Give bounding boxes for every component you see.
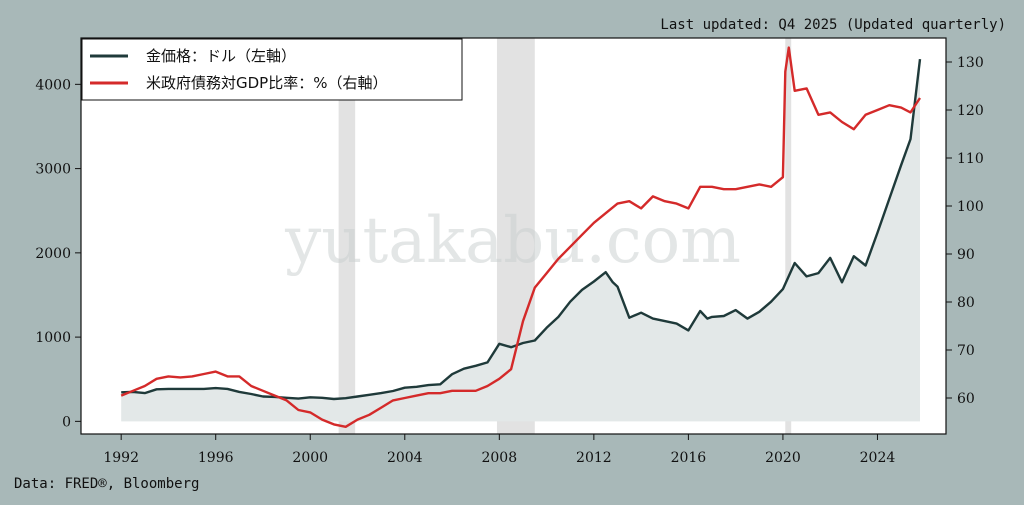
legend: 金価格：ドル（左軸） 米政府債務対GDP比率：%（右軸） [81,38,463,101]
x-tick-label: 2000 [292,450,328,466]
left-tick-label: 2000 [35,246,71,262]
last-updated-label: Last updated: Q4 2025 (Updated quarterly… [660,17,1006,33]
right-tick-label: 110 [957,151,984,167]
x-tick-label: 2004 [387,450,423,466]
x-tick-label: 1992 [103,450,139,466]
right-tick-label: 90 [957,247,975,263]
right-tick-label: 120 [957,103,984,119]
gold-price-line [121,58,922,401]
right-tick-label: 70 [957,343,975,359]
data-source-label: Data: FRED®, Bloomberg [14,476,199,492]
right-tick-label: 130 [957,55,984,71]
recession-band [785,38,792,434]
debt-ratio-line [120,46,922,428]
plot-frame [80,37,947,435]
recession-band [338,38,356,434]
x-tick-label: 2020 [765,450,801,466]
legend-box [81,38,463,101]
right-y-axis: 60 70 80 90 100 110 120 130 [946,55,984,407]
right-tick-label: 80 [957,295,975,311]
gold-area-fill [121,59,921,422]
x-tick-label: 1996 [198,450,234,466]
watermark: yutakabu.com [284,204,741,278]
right-tick-label: 60 [957,391,975,407]
series-layer [120,46,922,428]
x-tick-label: 2024 [860,450,896,466]
left-tick-label: 4000 [35,77,71,93]
x-tick-label: 2012 [576,450,612,466]
right-tick-label: 100 [957,199,984,215]
left-tick-label: 0 [62,414,71,430]
left-y-axis: 0 1000 2000 3000 4000 [35,77,81,430]
left-tick-label: 3000 [35,162,71,178]
x-tick-label: 2016 [671,450,707,466]
legend-gold-label: 金価格：ドル（左軸） [146,47,296,65]
x-axis: 1992 1996 2000 2004 2008 2012 2016 2020 2024 [103,434,895,466]
legend-debt-label: 米政府債務対GDP比率：%（右軸） [146,74,387,92]
x-tick-label: 2008 [481,450,517,466]
left-tick-label: 1000 [35,330,71,346]
